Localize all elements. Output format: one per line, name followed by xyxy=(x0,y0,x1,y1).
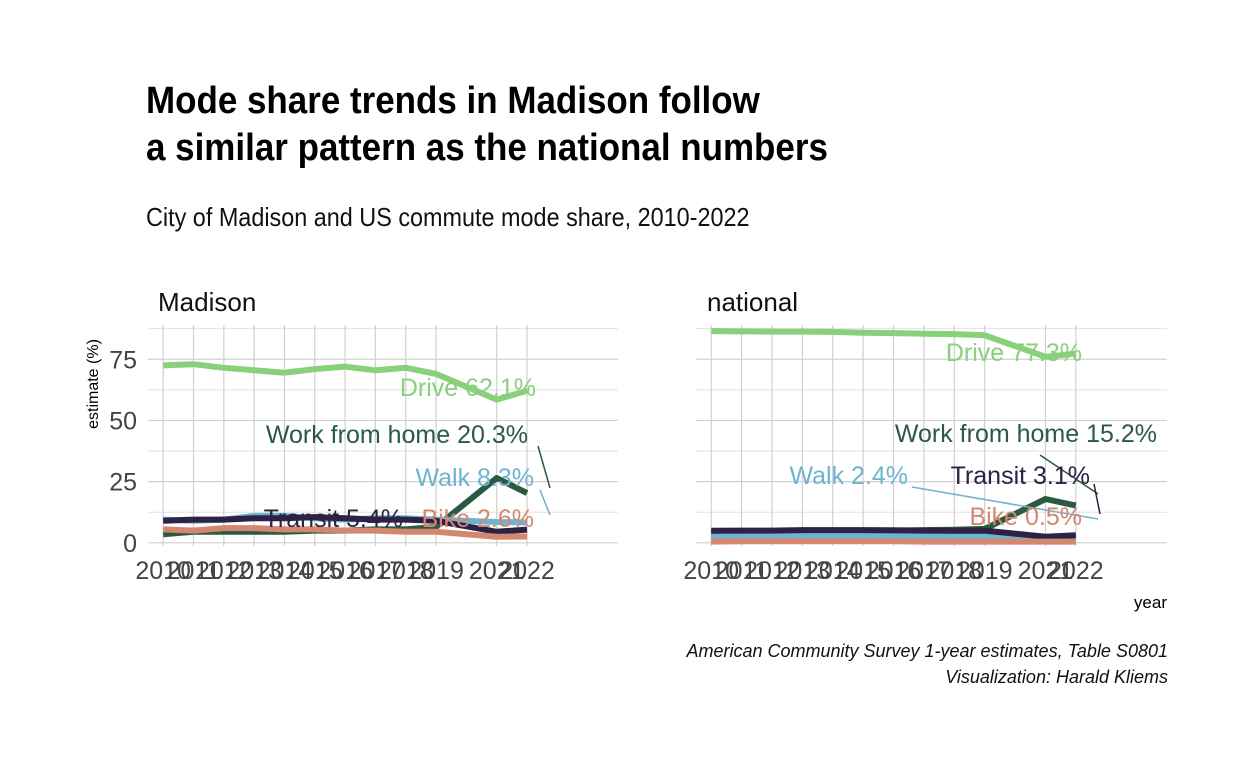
series-label-bike: Bike 2.6% xyxy=(421,505,534,533)
series-label-walk: Walk 2.4% xyxy=(789,462,908,490)
x-tick-label: 2013 xyxy=(226,557,282,585)
x-tick-label: 2012 xyxy=(744,557,800,585)
x-tick-label: 2011 xyxy=(167,557,221,585)
x-tick-label: 2011 xyxy=(715,557,769,585)
y-tick-label: 75 xyxy=(109,346,137,374)
series-label-drive: Drive 62.1% xyxy=(400,374,536,402)
series-line-transit xyxy=(163,514,528,535)
x-tick-label: 2012 xyxy=(196,557,252,585)
x-axis-title: year xyxy=(1134,593,1167,612)
label-leader xyxy=(539,489,551,516)
x-tick-label: 2017 xyxy=(348,557,404,585)
panel-madison: Madison025507520102011201220132014201520… xyxy=(109,287,618,585)
chart-title-line-2: a similar pattern as the national number… xyxy=(146,127,828,169)
series-line-drive xyxy=(163,361,528,403)
series-label-transit: Transit 3.1% xyxy=(951,462,1090,490)
series-label-drive: Drive 77.3% xyxy=(946,339,1082,367)
series-label-bike: Bike 0.5% xyxy=(969,503,1082,531)
x-tick-label: 2010 xyxy=(135,557,191,585)
x-tick-label: 2021 xyxy=(469,557,525,585)
x-tick-label: 2018 xyxy=(378,557,434,585)
x-tick-label: 2016 xyxy=(866,557,922,585)
label-leader xyxy=(1039,454,1099,495)
series-label-work-from-home: Work from home 20.3% xyxy=(266,421,528,449)
series-line-bike xyxy=(163,525,528,540)
series-label-transit: Transit 5.4% xyxy=(264,505,403,533)
x-tick-label: 2022 xyxy=(1048,557,1104,585)
x-tick-label: 2019 xyxy=(408,557,464,585)
label-leader xyxy=(1093,483,1101,515)
chart-subtitle: City of Madison and US commute mode shar… xyxy=(146,202,750,232)
x-tick-label: 2017 xyxy=(896,557,952,585)
y-tick-label: 0 xyxy=(123,530,137,558)
series-label-walk: Walk 8.3% xyxy=(415,464,534,492)
x-tick-label: 2014 xyxy=(805,557,861,585)
y-axis-title: estimate (%) xyxy=(85,339,102,429)
series-label-work-from-home: Work from home 15.2% xyxy=(895,420,1157,448)
x-tick-label: 2021 xyxy=(1018,557,1074,585)
x-tick-label: 2010 xyxy=(683,557,739,585)
label-leader xyxy=(911,486,1099,520)
caption-credit: Visualization: Harald Kliems xyxy=(945,667,1168,687)
x-tick-label: 2013 xyxy=(775,557,831,585)
chart-caption: American Community Survey 1-year estimat… xyxy=(686,638,1168,690)
x-tick-label: 2014 xyxy=(257,557,313,585)
chart-title: Mode share trends in Madison follow a si… xyxy=(146,78,1066,172)
x-tick-label: 2015 xyxy=(287,557,343,585)
chart-title-line-1: Mode share trends in Madison follow xyxy=(146,80,760,122)
panel-national: national 20102011201220132014201520162017… xyxy=(683,287,1167,585)
x-tick-label: 2019 xyxy=(957,557,1013,585)
label-leader xyxy=(537,445,551,489)
series-line-drive xyxy=(711,328,1077,360)
panel-label: national xyxy=(707,287,798,317)
x-tick-label: 2015 xyxy=(835,557,891,585)
series-line-transit xyxy=(711,527,1076,540)
x-tick-label: 2018 xyxy=(926,557,982,585)
series-line-walk xyxy=(711,533,1076,540)
x-tick-label: 2016 xyxy=(317,557,373,585)
x-tick-label: 2022 xyxy=(499,557,555,585)
y-tick-label: 50 xyxy=(109,407,137,435)
y-tick-label: 25 xyxy=(109,469,137,497)
panel-label: Madison xyxy=(158,287,256,317)
caption-source: American Community Survey 1-year estimat… xyxy=(686,641,1168,661)
